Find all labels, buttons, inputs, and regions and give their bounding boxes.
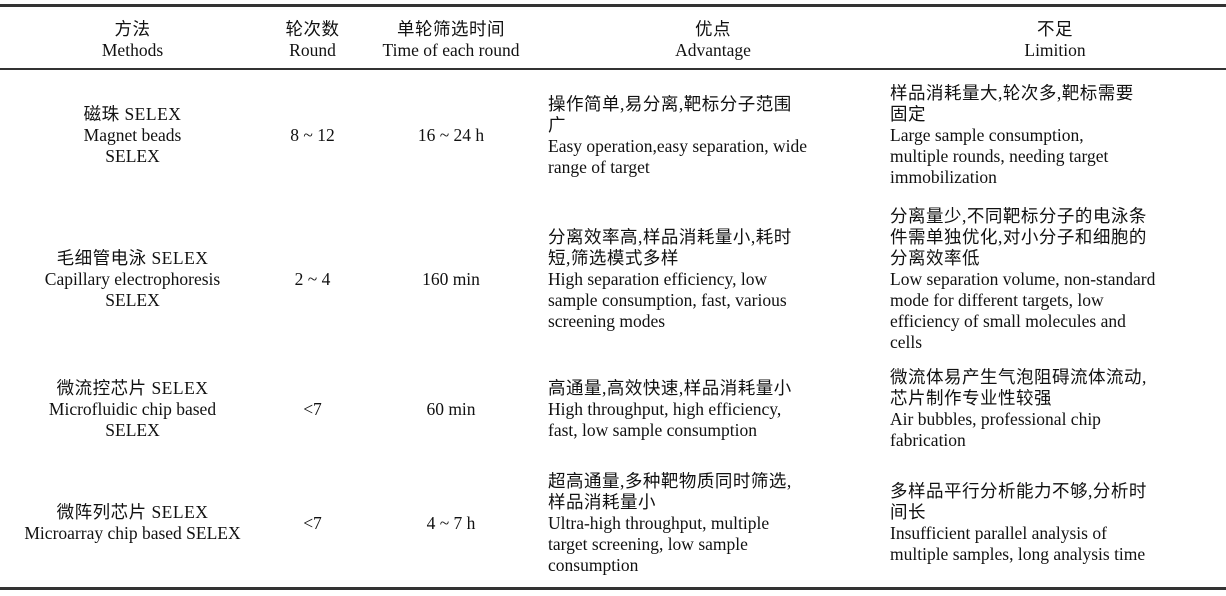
method-zh: 微流控芯片 SELEX (56, 377, 209, 398)
bottom-rule (0, 587, 1226, 590)
header-en: Limition (1024, 40, 1086, 60)
header-en: Round (289, 40, 336, 60)
method-en: Magnet beads (83, 125, 182, 145)
header-row: 方法 Methods 轮次数 Round 单轮筛选时间 Time of each roun… (0, 12, 1226, 68)
advantage-en: screening modes (548, 310, 666, 331)
time-cell: 160 min (422, 268, 480, 289)
column-header: 不足 Limition (884, 12, 1226, 68)
round-cell: <7 (303, 512, 322, 533)
limitation-zh: 微流体易产生气泡阻碍流体流动, (890, 367, 1147, 387)
method-en: SELEX (105, 289, 160, 310)
advantage-zh: 高通量,高效快速,样品消耗量小 (548, 377, 792, 398)
time-cell: 16 ~ 24 h (417, 125, 485, 145)
limitation-zh: 分离量少,不同靶标分子的电泳条 (890, 205, 1147, 226)
method-en: Microarray chip based SELEX (24, 523, 241, 543)
advantage-en: fast, low sample consumption (548, 419, 758, 440)
header-zh: 轮次数 (285, 19, 340, 39)
method-cell: 磁珠 SELEX Magnet beads SELEX (0, 68, 265, 203)
column-header: 单轮筛选时间 Time of each round (360, 12, 542, 68)
limitation-en: Air bubbles, professional chip (890, 409, 1101, 429)
limitation-en: fabrication (890, 430, 966, 450)
method-en: Capillary electrophoresis (44, 268, 221, 289)
round-cell: <7 (303, 398, 322, 419)
time-cell: 4 ~ 7 h (426, 512, 476, 533)
method-zh: 磁珠 SELEX (83, 104, 182, 124)
limitation-zh: 样品消耗量大,轮次多,靶标需要 (890, 83, 1134, 103)
advantage-en: High throughput, high efficiency, (548, 398, 782, 419)
method-en: Microfluidic chip based (48, 398, 217, 419)
header-zh: 方法 (114, 19, 151, 39)
header-zh: 单轮筛选时间 (397, 19, 505, 39)
advantage-cell: 分离效率高,样品消耗量小,耗时 短,筛选模式多样 High separation e… (542, 203, 884, 355)
limitation-en: immobilization (890, 167, 997, 187)
method-cell: 微阵列芯片 SELEX Microarray chip based SELEX (0, 463, 265, 583)
time-cell: 60 min (426, 398, 476, 419)
limitation-en: Insufficient parallel analysis of (890, 523, 1107, 543)
advantage-en: target screening, low sample (548, 533, 748, 554)
limitation-en: Low separation volume, non-standard (890, 268, 1156, 289)
table-row: 微阵列芯片 SELEX Microarray chip based SELEX <7… (0, 463, 1226, 583)
limitation-cell: 分离量少,不同靶标分子的电泳条 件需单独优化,对小分子和细胞的 分离效率低 Low s… (884, 203, 1226, 355)
method-zh: 微阵列芯片 SELEX (56, 502, 209, 522)
advantage-en: Ultra-high throughput, multiple (548, 512, 770, 533)
limitation-zh: 多样品平行分析能力不够,分析时 (890, 481, 1147, 501)
advantage-en: consumption (548, 554, 639, 575)
limitation-en: cells (890, 331, 923, 352)
method-en: SELEX (105, 419, 160, 440)
selex-comparison-table: 方法 Methods 轮次数 Round 单轮筛选时间 Time of each roun… (0, 12, 1226, 583)
limitation-en: efficiency of small molecules and (890, 310, 1126, 331)
advantage-cell: 高通量,高效快速,样品消耗量小 High throughput, high eff… (542, 355, 884, 463)
header-rule (0, 68, 1226, 70)
limitation-zh: 芯片制作专业性较强 (890, 388, 1052, 408)
limitation-cell: 多样品平行分析能力不够,分析时 间长 Insufficient parallel a… (884, 463, 1226, 583)
table-row: 微流控芯片 SELEX Microfluidic chip based SELEX <… (0, 355, 1226, 463)
advantage-zh: 短,筛选模式多样 (548, 247, 679, 268)
table-row: 毛细管电泳 SELEX Capillary electrophoresis SELE… (0, 203, 1226, 355)
column-header: 方法 Methods (0, 12, 265, 68)
advantage-en: High separation efficiency, low (548, 268, 768, 289)
method-en: SELEX (105, 146, 160, 166)
advantage-cell: 超高通量,多种靶物质同时筛选, 样品消耗量小 Ultra-high throughp… (542, 463, 884, 583)
top-rule (0, 4, 1226, 7)
limitation-zh: 间长 (890, 502, 926, 522)
advantage-en: range of target (548, 156, 650, 177)
advantage-cell: 操作简单,易分离,靶标分子范围广 Easy operation,easy sepa… (542, 68, 884, 203)
column-header: 优点 Advantage (542, 12, 884, 68)
column-header: 轮次数 Round (265, 12, 360, 68)
header-en: Time of each round (382, 40, 520, 60)
header-zh: 优点 (695, 19, 731, 39)
table-row: 磁珠 SELEX Magnet beads SELEX 8 ~ 12 16 ~ 24 h… (0, 68, 1226, 203)
method-cell: 微流控芯片 SELEX Microfluidic chip based SELEX (0, 355, 265, 463)
round-cell: 2 ~ 4 (294, 268, 331, 289)
advantage-zh: 超高通量,多种靶物质同时筛选, (548, 470, 792, 491)
limitation-cell: 样品消耗量大,轮次多,靶标需要 固定 Large sample consumptio… (884, 68, 1226, 203)
limitation-en: multiple samples, long analysis time (890, 544, 1146, 564)
advantage-en: sample consumption, fast, various (548, 289, 787, 310)
limitation-en: multiple rounds, needing target (890, 146, 1109, 166)
advantage-zh: 分离效率高,样品消耗量小,耗时 (548, 226, 792, 247)
advantage-zh: 样品消耗量小 (548, 491, 656, 512)
method-zh: 毛细管电泳 SELEX (56, 247, 209, 268)
limitation-en: mode for different targets, low (890, 289, 1104, 310)
limitation-zh: 件需单独优化,对小分子和细胞的 (890, 226, 1147, 247)
limitation-cell: 微流体易产生气泡阻碍流体流动, 芯片制作专业性较强 Air bubbles, pro… (884, 355, 1226, 463)
header-zh: 不足 (1037, 19, 1073, 39)
advantage-zh: 广 (548, 114, 566, 135)
advantage-en: Easy operation,easy separation, wide (548, 135, 808, 156)
header-en: Advantage (675, 40, 751, 60)
advantage-zh: 操作简单,易分离,靶标分子范围 (548, 93, 792, 114)
limitation-zh: 固定 (890, 104, 926, 124)
round-cell: 8 ~ 12 (290, 125, 335, 145)
header-en: Methods (101, 40, 164, 60)
method-cell: 毛细管电泳 SELEX Capillary electrophoresis SELE… (0, 203, 265, 355)
limitation-en: Large sample consumption, (890, 125, 1084, 145)
limitation-zh: 分离效率低 (890, 247, 980, 268)
